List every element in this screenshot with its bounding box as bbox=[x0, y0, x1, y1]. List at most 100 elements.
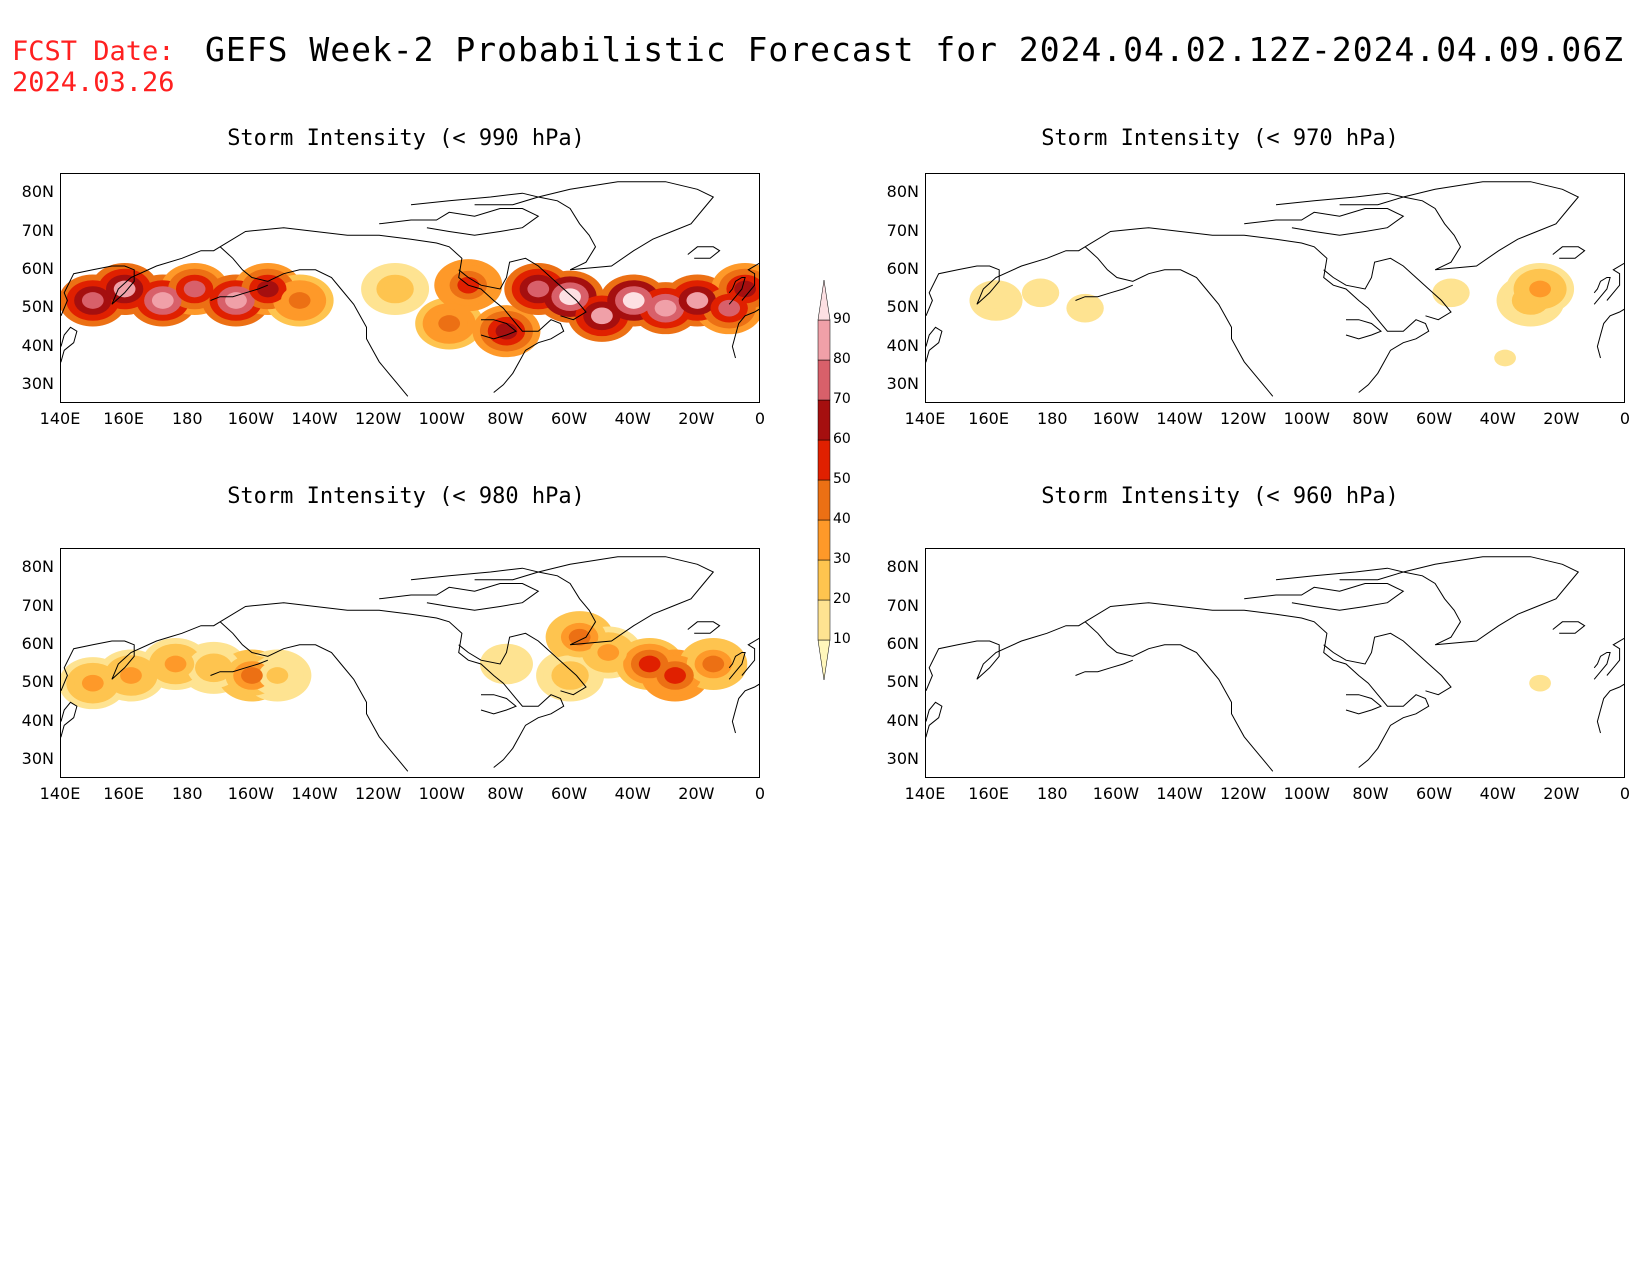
probability-area bbox=[638, 655, 661, 673]
probability-area bbox=[985, 292, 1007, 309]
probability-area bbox=[664, 667, 686, 684]
panel-title-970: Storm Intensity (< 970 hPa) bbox=[1041, 126, 1399, 151]
colorbar-segment bbox=[817, 559, 831, 601]
lat-tick-label: 70N bbox=[886, 220, 919, 240]
probability-area bbox=[120, 667, 142, 684]
coastline bbox=[687, 246, 721, 259]
lon-tick-label: 60W bbox=[550, 784, 588, 803]
probability-area bbox=[1074, 299, 1096, 317]
lon-tick-label: 100W bbox=[418, 409, 465, 428]
colorbar-segment bbox=[817, 399, 831, 441]
probability-area bbox=[202, 659, 225, 677]
coastline bbox=[687, 621, 721, 634]
lon-tick-label: 100W bbox=[1283, 784, 1330, 803]
colorbar-segment bbox=[817, 439, 831, 481]
coastline bbox=[728, 277, 746, 305]
coastline bbox=[210, 659, 268, 676]
map-svg bbox=[61, 181, 759, 397]
coastline bbox=[731, 262, 759, 359]
lon-tick-label: 180 bbox=[1036, 784, 1068, 803]
probability-area bbox=[686, 292, 709, 309]
colorbar-label: 10 bbox=[833, 631, 851, 647]
coastline bbox=[926, 246, 1086, 316]
lon-tick-label: 120W bbox=[354, 784, 402, 803]
lon-tick-label: 140E bbox=[39, 784, 81, 803]
coastline bbox=[379, 208, 540, 236]
lon-tick-label: 140W bbox=[1156, 409, 1203, 428]
lon-tick-label: 180 bbox=[171, 784, 203, 803]
lon-tick-label: 80W bbox=[1352, 784, 1389, 803]
probability-area bbox=[1494, 349, 1516, 367]
lon-tick-label: 140E bbox=[904, 409, 946, 428]
lon-tick-label: 160E bbox=[968, 409, 1009, 428]
lon-tick-label: 140W bbox=[1156, 784, 1203, 803]
coastline bbox=[1084, 602, 1430, 768]
forecast-date-value: 2024.03.26 bbox=[12, 67, 175, 98]
colorbar-label: 20 bbox=[833, 591, 851, 607]
lon-tick-label: 160W bbox=[227, 409, 275, 428]
probability-area bbox=[151, 292, 174, 309]
colorbar-label: 40 bbox=[833, 511, 851, 527]
lat-tick-label: 40N bbox=[21, 710, 54, 730]
lon-tick-label: 160E bbox=[103, 784, 144, 803]
coastline bbox=[1275, 567, 1406, 581]
lat-tick-label: 40N bbox=[21, 335, 54, 355]
probability-area bbox=[1529, 674, 1551, 692]
coastline bbox=[538, 181, 715, 271]
probability-area bbox=[559, 288, 581, 305]
lon-tick-label: 40W bbox=[1479, 784, 1516, 803]
map-panel-970 bbox=[925, 173, 1625, 403]
lon-tick-label: 120W bbox=[354, 409, 402, 428]
lon-tick-label: 60W bbox=[1415, 409, 1453, 428]
probability-area bbox=[495, 322, 518, 340]
colorbar-label: 90 bbox=[833, 311, 851, 327]
lat-tick-label: 70N bbox=[21, 220, 54, 240]
coastline bbox=[1593, 277, 1611, 305]
lat-tick-label: 30N bbox=[21, 748, 54, 768]
colorbar-segment bbox=[817, 279, 831, 321]
panel-title-960: Storm Intensity (< 960 hPa) bbox=[1041, 484, 1399, 509]
lat-tick-label: 40N bbox=[886, 335, 919, 355]
lat-tick-label: 70N bbox=[886, 595, 919, 615]
colorbar-segment bbox=[817, 519, 831, 561]
probability-area bbox=[495, 655, 518, 673]
coastline bbox=[1075, 659, 1133, 676]
lat-tick-label: 60N bbox=[21, 633, 54, 653]
coastline bbox=[1552, 621, 1586, 634]
colorbar-segment bbox=[817, 639, 831, 681]
probability-area bbox=[718, 299, 741, 317]
colorbar-segment bbox=[817, 599, 831, 641]
coastline bbox=[219, 227, 565, 393]
map-panel-980 bbox=[60, 548, 760, 778]
lon-tick-label: 100W bbox=[418, 784, 465, 803]
lat-tick-label: 30N bbox=[886, 748, 919, 768]
lon-tick-label: 140W bbox=[291, 409, 338, 428]
lon-tick-label: 120W bbox=[1219, 784, 1267, 803]
lon-tick-label: 40W bbox=[614, 409, 651, 428]
lat-tick-label: 50N bbox=[21, 672, 54, 692]
probability-area bbox=[183, 280, 206, 298]
coastline bbox=[1075, 284, 1133, 301]
coastline bbox=[728, 652, 746, 680]
colorbar-label: 80 bbox=[833, 351, 851, 367]
coastline bbox=[1275, 192, 1406, 206]
lon-tick-label: 160W bbox=[227, 784, 275, 803]
lat-tick-label: 80N bbox=[21, 557, 54, 577]
lat-tick-label: 70N bbox=[21, 595, 54, 615]
lon-tick-label: 0 bbox=[1619, 784, 1631, 803]
lat-tick-label: 50N bbox=[886, 297, 919, 317]
colorbar-segment bbox=[817, 359, 831, 401]
lon-tick-label: 40W bbox=[1479, 409, 1516, 428]
coastline bbox=[61, 246, 221, 316]
lon-tick-label: 160E bbox=[968, 784, 1009, 803]
coastline bbox=[1552, 246, 1586, 259]
lat-tick-label: 60N bbox=[886, 633, 919, 653]
probability-area bbox=[288, 292, 311, 309]
forecast-date: FCST Date: 2024.03.26 bbox=[12, 36, 175, 98]
lat-tick-label: 30N bbox=[21, 373, 54, 393]
coastline bbox=[458, 257, 587, 321]
colorbar-segment bbox=[817, 479, 831, 521]
probability-area bbox=[225, 292, 247, 309]
probability-area bbox=[81, 292, 104, 309]
colorbar-label: 30 bbox=[833, 551, 851, 567]
